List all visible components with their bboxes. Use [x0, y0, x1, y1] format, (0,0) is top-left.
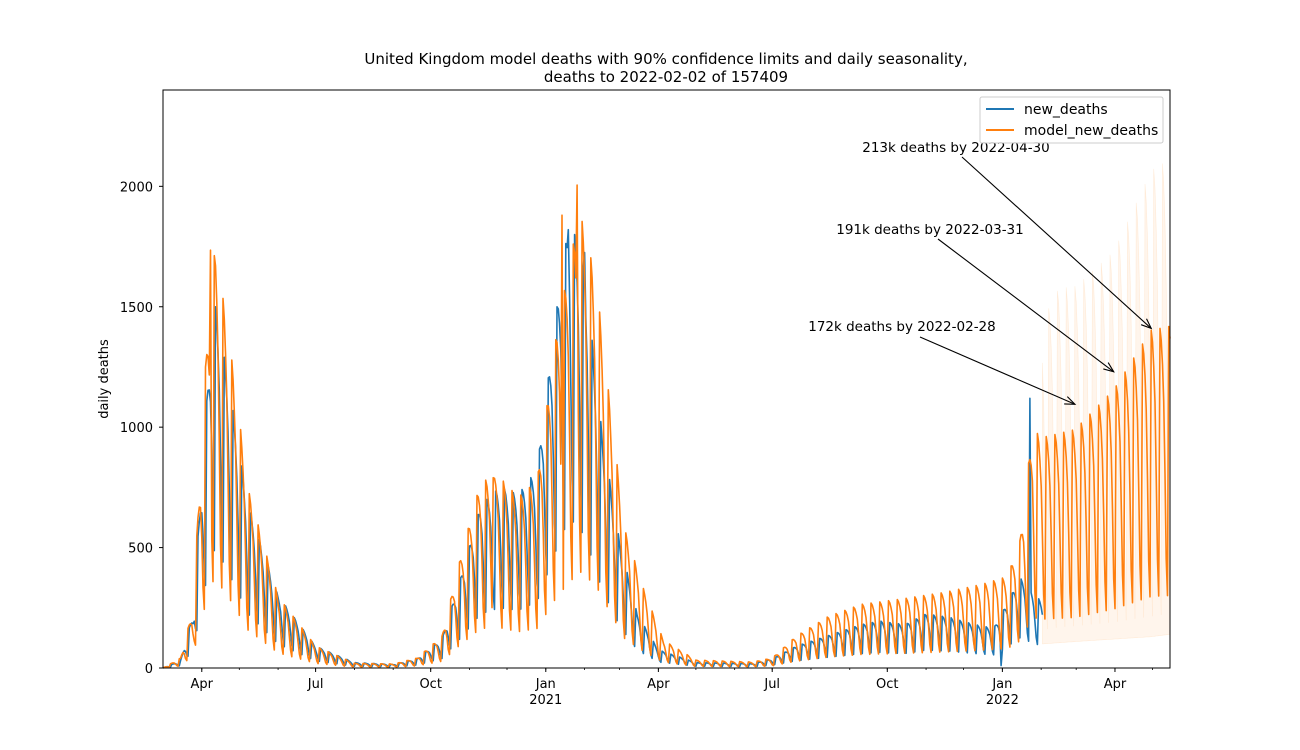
y-tick-label: 1500	[120, 301, 153, 316]
annotation-arrowhead	[1064, 396, 1077, 405]
x-tick-label: Apr	[1104, 677, 1127, 692]
series-line-new-deaths	[162, 228, 1044, 669]
axes-frame	[162, 89, 1171, 669]
y-axis-label: daily deaths	[97, 339, 112, 419]
series-line-model-new-deaths	[162, 184, 1171, 669]
x-tick-label: Jul	[763, 677, 780, 692]
chart-title-line1: United Kingdom model deaths with 90% con…	[364, 50, 967, 68]
x-tick-sublabel: 2022	[986, 693, 1019, 708]
chart-title-line2: deaths to 2022-02-02 of 157409	[544, 68, 788, 86]
y-tick-label: 2000	[120, 180, 153, 195]
annotation-arrow	[961, 156, 1152, 329]
legend-label-new-deaths: new_deaths	[1024, 102, 1108, 118]
y-tick-label: 500	[128, 542, 153, 557]
x-tick-label: Jan	[535, 677, 556, 692]
y-tick-label: 1000	[120, 421, 153, 436]
x-tick-sublabel: 2021	[529, 693, 562, 708]
annotation-arrow	[937, 238, 1115, 373]
annotation-arrow	[919, 336, 1076, 405]
annotation-label: 191k deaths by 2022-03-31	[836, 222, 1024, 238]
annotation-arrowhead	[1140, 318, 1153, 330]
x-tick-label: Apr	[647, 677, 670, 692]
y-tick-label: 0	[145, 662, 153, 677]
annotation-arrowhead	[1103, 362, 1115, 373]
x-tick-label: Oct	[876, 677, 898, 692]
x-tick-label: Apr	[191, 677, 214, 692]
x-tick-label: Jul	[307, 677, 324, 692]
annotation-label: 172k deaths by 2022-02-28	[808, 319, 996, 335]
legend: new_deaths model_new_deaths	[979, 96, 1164, 144]
x-tick-label: Jan	[991, 677, 1012, 692]
legend-label-model-new-deaths: model_new_deaths	[1024, 123, 1158, 139]
x-tick-label: Oct	[419, 677, 441, 692]
annotation-label: 213k deaths by 2022-04-30	[862, 140, 1050, 156]
